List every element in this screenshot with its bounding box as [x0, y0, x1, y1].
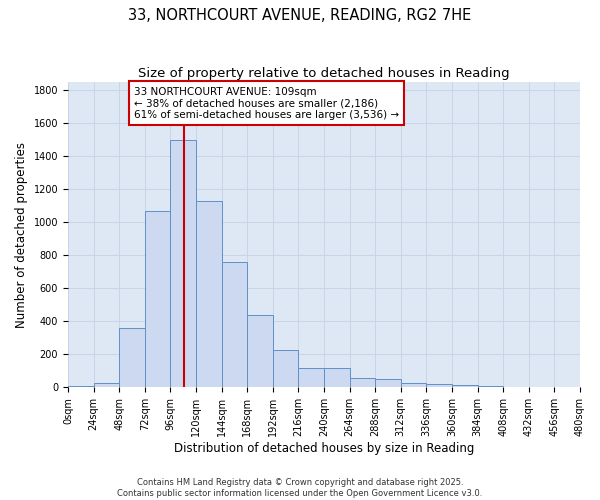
Text: 33, NORTHCOURT AVENUE, READING, RG2 7HE: 33, NORTHCOURT AVENUE, READING, RG2 7HE: [128, 8, 472, 22]
Bar: [375, 379, 401, 388]
Bar: [247, 314, 273, 388]
Bar: [427, 384, 452, 388]
Bar: [196, 200, 221, 388]
Bar: [68, 386, 94, 388]
Bar: [298, 368, 324, 388]
Text: 33 NORTHCOURT AVENUE: 109sqm
← 38% of detached houses are smaller (2,186)
61% of: 33 NORTHCOURT AVENUE: 109sqm ← 38% of de…: [134, 86, 399, 120]
Bar: [145, 210, 170, 388]
Bar: [221, 262, 247, 388]
Y-axis label: Number of detached properties: Number of detached properties: [15, 142, 28, 328]
Bar: [401, 384, 427, 388]
Bar: [119, 328, 145, 388]
Bar: [273, 350, 298, 388]
Bar: [350, 378, 375, 388]
Bar: [478, 386, 503, 388]
X-axis label: Distribution of detached houses by size in Reading: Distribution of detached houses by size …: [174, 442, 474, 455]
Bar: [324, 368, 350, 388]
Bar: [503, 386, 529, 388]
Bar: [170, 140, 196, 388]
Bar: [94, 382, 119, 388]
Title: Size of property relative to detached houses in Reading: Size of property relative to detached ho…: [138, 68, 510, 80]
Bar: [452, 385, 478, 388]
Text: Contains HM Land Registry data © Crown copyright and database right 2025.
Contai: Contains HM Land Registry data © Crown c…: [118, 478, 482, 498]
